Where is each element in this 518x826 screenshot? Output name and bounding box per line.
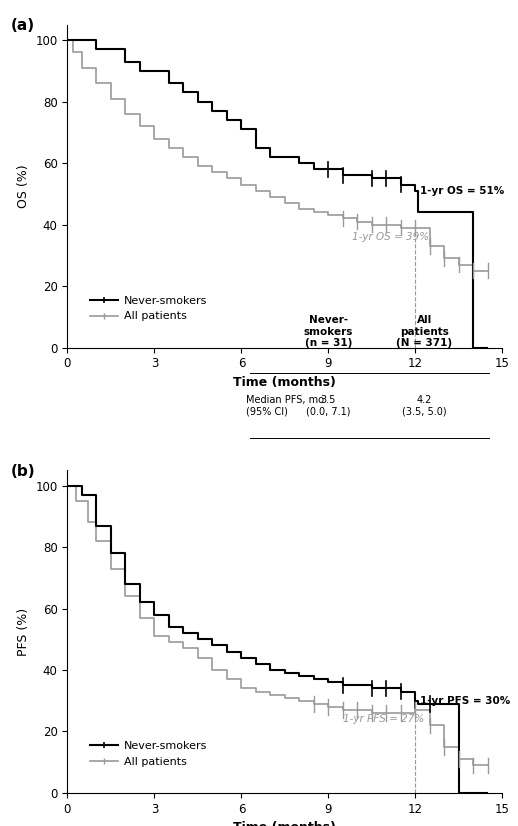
- Text: 4.2
(3.5, 5.0): 4.2 (3.5, 5.0): [402, 395, 447, 416]
- Text: 1-yr OS = 39%: 1-yr OS = 39%: [352, 232, 429, 242]
- Text: All
patients
(N = 371): All patients (N = 371): [396, 316, 452, 349]
- Legend: Never-smokers, All patients: Never-smokers, All patients: [86, 737, 211, 771]
- Text: Median PFS, mo
(95% CI): Median PFS, mo (95% CI): [246, 395, 324, 416]
- Text: 1-yr OS = 51%: 1-yr OS = 51%: [420, 186, 504, 196]
- Text: 1-yr PFS = 27%: 1-yr PFS = 27%: [343, 714, 424, 724]
- Text: 1-yr PFS = 30%: 1-yr PFS = 30%: [420, 695, 510, 705]
- Text: 3.5
(0.0, 7.1): 3.5 (0.0, 7.1): [306, 395, 351, 416]
- X-axis label: Time (months): Time (months): [234, 376, 336, 389]
- X-axis label: Time (months): Time (months): [234, 821, 336, 826]
- Legend: Never-smokers, All patients: Never-smokers, All patients: [86, 292, 211, 325]
- Text: (a): (a): [11, 18, 35, 33]
- Y-axis label: PFS (%): PFS (%): [17, 607, 30, 656]
- Text: Never-
smokers
(n = 31): Never- smokers (n = 31): [304, 316, 353, 349]
- Y-axis label: OS (%): OS (%): [17, 164, 30, 208]
- Text: (b): (b): [11, 463, 35, 479]
